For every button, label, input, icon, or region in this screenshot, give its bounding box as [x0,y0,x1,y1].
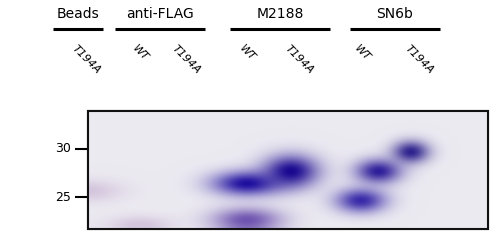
Text: WT: WT [130,43,150,63]
Text: Beads: Beads [56,7,99,21]
Text: T194A: T194A [403,43,436,76]
FancyBboxPatch shape [88,111,488,229]
Text: T194A: T194A [283,43,316,76]
Text: WT: WT [238,43,258,63]
Text: anti-FLAG: anti-FLAG [126,7,194,21]
Text: WT: WT [353,43,372,63]
Text: T194A: T194A [70,43,103,76]
Text: M2188: M2188 [256,7,304,21]
Text: T194A: T194A [170,43,203,76]
Text: 25: 25 [55,191,71,204]
Text: 30: 30 [55,142,71,155]
Text: SN6b: SN6b [376,7,414,21]
